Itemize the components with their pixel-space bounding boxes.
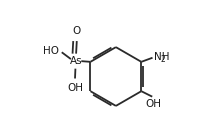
Text: 2: 2 [161,55,165,64]
Text: As: As [70,56,82,66]
Text: OH: OH [145,99,161,109]
Text: HO: HO [43,46,59,56]
Text: NH: NH [154,52,169,62]
Text: O: O [73,26,81,36]
Text: OH: OH [68,83,84,93]
